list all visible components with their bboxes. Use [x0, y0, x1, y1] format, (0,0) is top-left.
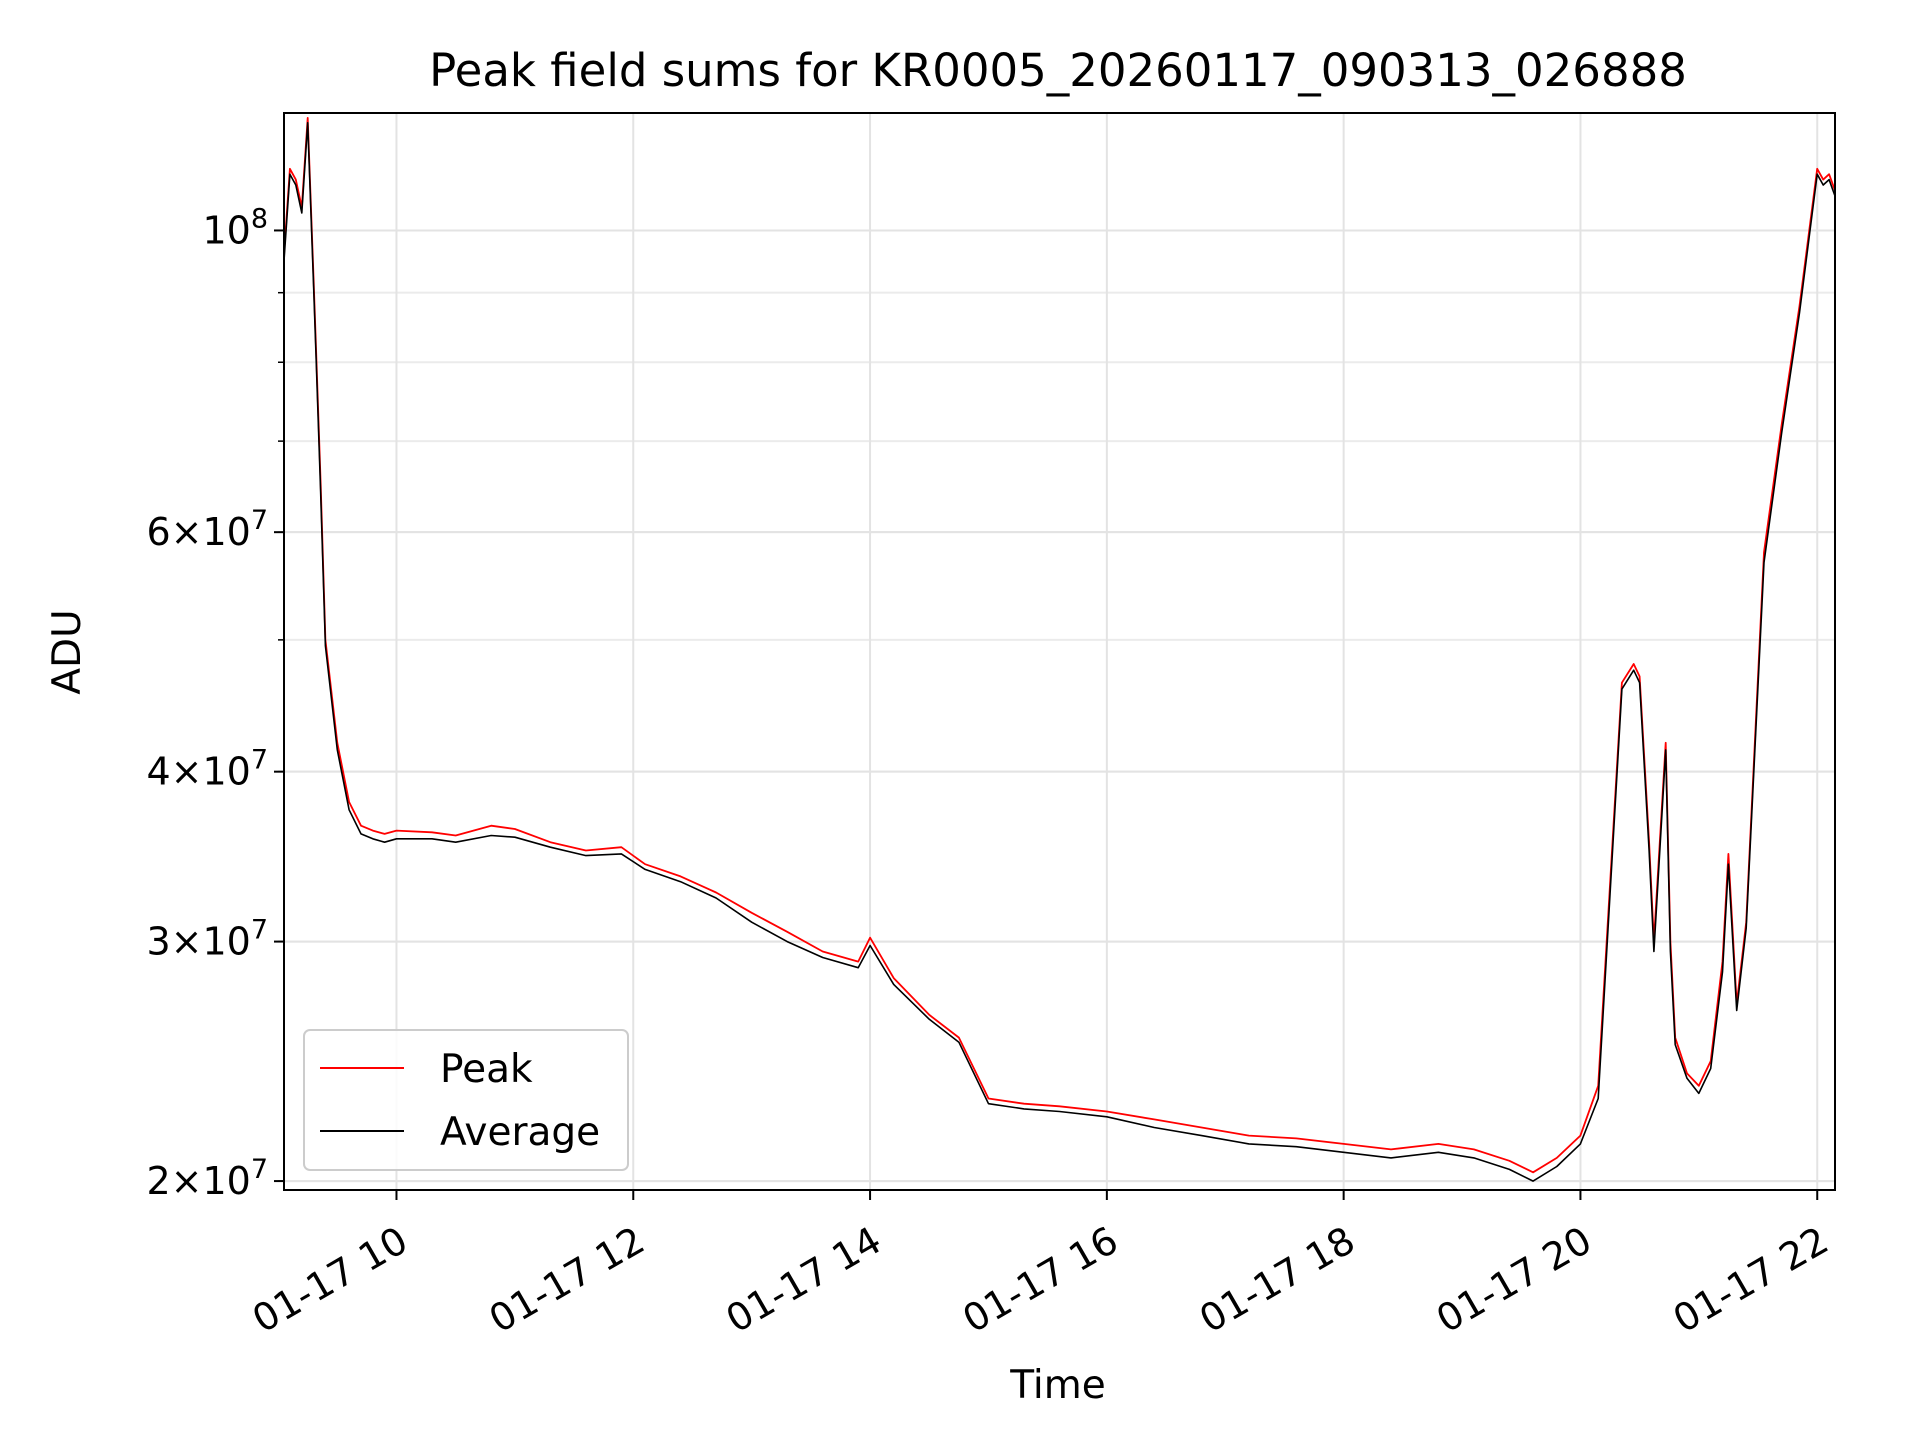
y-tick-label: 6×107 [146, 505, 268, 554]
series-line-peak [283, 117, 1836, 1174]
legend-label-peak: Peak [440, 1047, 533, 1092]
series-group [283, 117, 1836, 1182]
y-tick-label: 2×107 [146, 1154, 268, 1203]
series-line-average [283, 122, 1836, 1182]
y-axis-label: ADU [45, 609, 90, 694]
y-tick-label: 3×107 [146, 915, 268, 964]
legend-box [303, 1029, 629, 1171]
chart-title: Peak field sums for KR0005_20260117_0903… [429, 44, 1687, 97]
x-axis-label: Time [1009, 1363, 1105, 1408]
grid [284, 113, 1835, 1190]
legend-label-average: Average [440, 1110, 600, 1155]
y-tick-label: 4×107 [146, 745, 268, 794]
legend: Peak Average [303, 1029, 629, 1171]
plot-frame [283, 112, 1836, 1191]
